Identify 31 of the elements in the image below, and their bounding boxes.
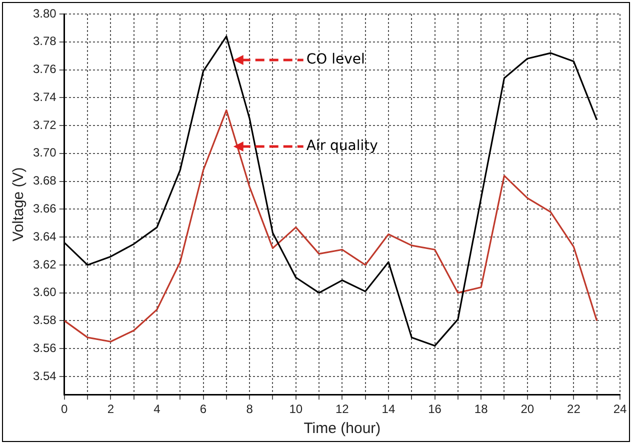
y-tick-label: 3.80 xyxy=(32,6,57,20)
x-tick-label: 8 xyxy=(246,402,254,416)
y-tick-label: 3.54 xyxy=(32,368,57,383)
y-axis-title: Voltage (V) xyxy=(10,167,28,242)
x-tick-label: 10 xyxy=(289,402,303,416)
x-tick-label: 2 xyxy=(107,402,114,416)
x-tick-label: 18 xyxy=(474,402,488,416)
annotation: Air quality xyxy=(306,138,378,154)
x-tick-label: 0 xyxy=(61,402,68,416)
x-tick-label: 14 xyxy=(382,402,396,416)
x-tick-label: 22 xyxy=(567,402,581,416)
y-tick-label: 3.68 xyxy=(32,174,57,188)
x-tick-label: 12 xyxy=(336,402,350,416)
x-tick-label: 20 xyxy=(520,402,534,416)
y-tick-label: 3.56 xyxy=(32,340,57,355)
y-tick-label: 3.76 xyxy=(32,62,57,76)
x-tick-label: 6 xyxy=(200,402,207,416)
annotation: CO level xyxy=(306,52,365,68)
y-tick-label: 3.74 xyxy=(32,90,57,104)
y-tick-label: 3.78 xyxy=(32,34,57,48)
x-axis-title: Time (hour) xyxy=(304,420,381,438)
y-tick-label: 3.58 xyxy=(32,313,57,328)
y-tick-label: 3.72 xyxy=(32,118,57,132)
y-tick-label: 3.64 xyxy=(32,229,57,244)
y-tick-label: 3.62 xyxy=(32,257,57,272)
y-tick-label: 3.66 xyxy=(32,201,57,216)
y-tick-label: 3.70 xyxy=(32,146,57,160)
x-tick-label: 4 xyxy=(154,402,161,416)
x-tick-label: 24 xyxy=(613,402,627,416)
y-tick-label: 3.60 xyxy=(32,285,57,300)
x-tick-label: 16 xyxy=(428,402,442,416)
